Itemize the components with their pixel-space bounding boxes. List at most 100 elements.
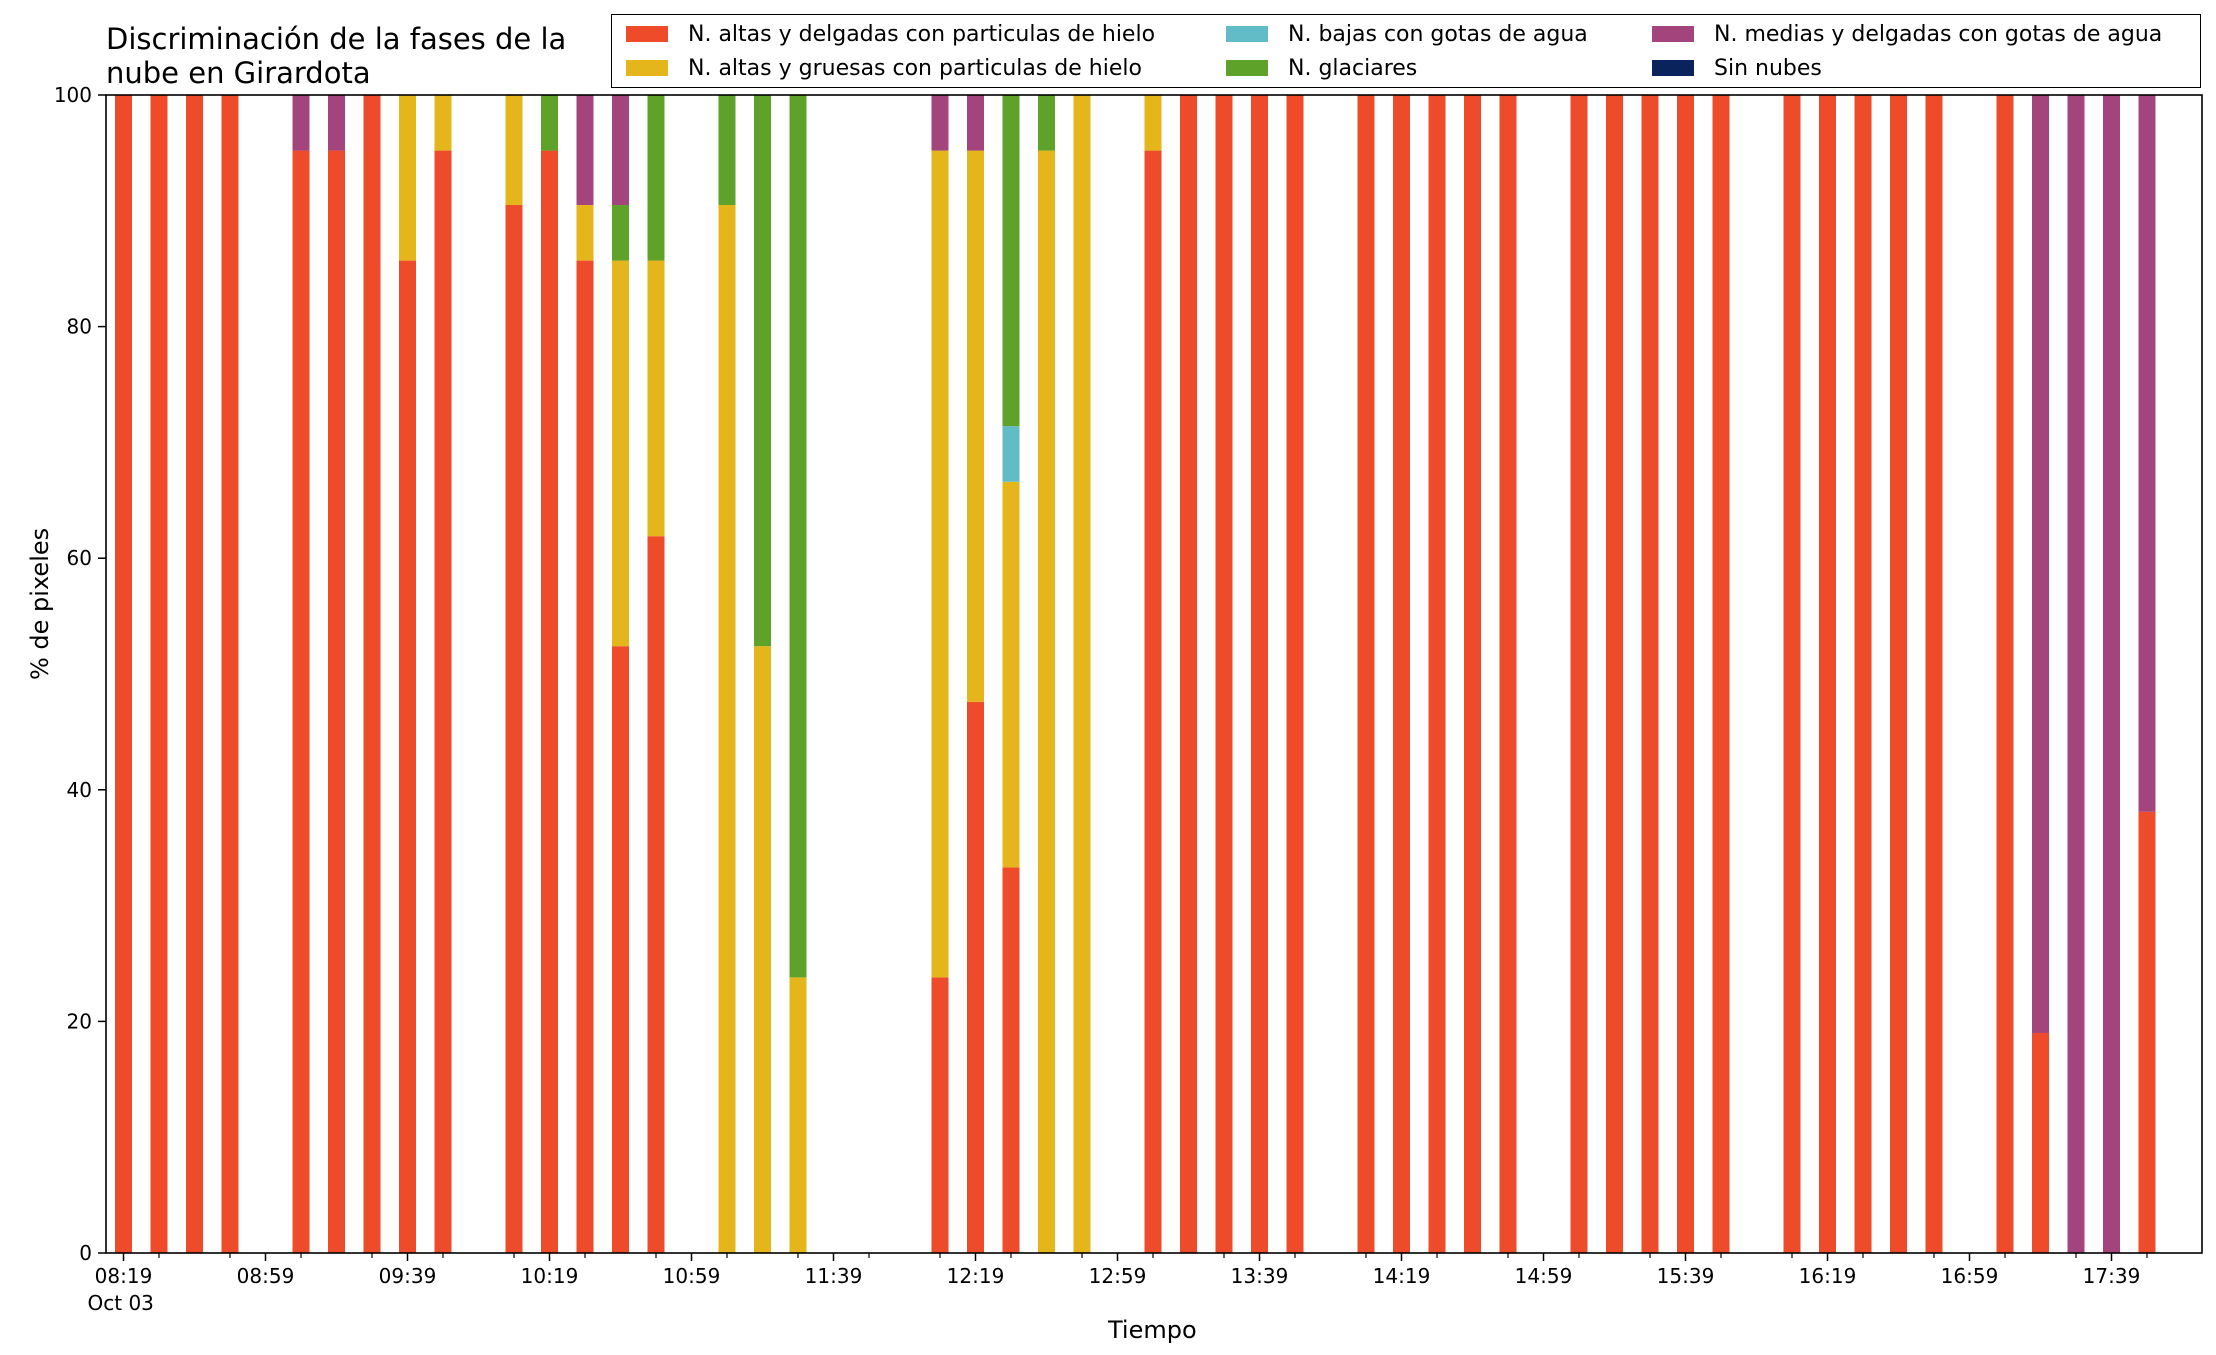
bar-segment — [1286, 95, 1304, 1253]
x-tick-label: 08:59 — [237, 1264, 295, 1288]
legend-swatch — [1226, 26, 1268, 42]
x-tick-label: 14:59 — [1515, 1264, 1573, 1288]
bar-segment — [115, 95, 132, 1253]
bar-segment — [718, 205, 736, 1253]
x-tick-date-label: Oct 03 — [88, 1291, 154, 1315]
bar-segment — [1002, 426, 1020, 482]
legend-item: Sin nubes — [1652, 53, 1822, 83]
bar-segment — [1002, 95, 1020, 427]
bar-segment — [612, 95, 629, 206]
bar-segment — [363, 95, 381, 1253]
chart-title-line-1: Discriminación de la fases de la — [106, 22, 567, 56]
bar-segment — [1002, 867, 1020, 1253]
bar-segment — [1144, 150, 1162, 1254]
plot-frame — [105, 94, 2203, 1254]
bar-segment — [1499, 95, 1517, 1253]
bar-segment — [1393, 95, 1410, 1253]
bar-segment — [967, 150, 984, 702]
bar-segment — [434, 95, 452, 151]
bar-segment — [399, 95, 416, 261]
bar-segment — [1038, 150, 1055, 1254]
y-tick-label: 80 — [67, 315, 92, 339]
x-axis-label: Tiempo — [1108, 1316, 1197, 1344]
bar-segment — [2103, 95, 2120, 1253]
legend-item: N. bajas con gotas de agua — [1226, 19, 1588, 49]
bar-segment — [292, 150, 310, 1254]
legend: N. altas y delgadas con particulas de hi… — [611, 14, 2201, 88]
bar-segment — [2067, 95, 2085, 1253]
bar-segment — [1251, 95, 1268, 1253]
bar-segment — [328, 150, 345, 1254]
y-axis-label: % de pixeles — [26, 527, 54, 680]
bar-segment — [1854, 95, 1872, 1253]
bar-segment — [541, 150, 558, 1254]
legend-swatch — [1226, 60, 1268, 76]
bar-segment — [1002, 481, 1020, 868]
bar-segment — [150, 95, 168, 1253]
bar-segment — [1428, 95, 1446, 1253]
bar-segment — [505, 205, 523, 1253]
legend-swatch — [626, 60, 668, 76]
bar-segment — [292, 95, 310, 151]
bar-segment — [576, 205, 594, 261]
bar-segment — [967, 701, 984, 1253]
bar-segment — [1464, 95, 1481, 1253]
legend-label: N. bajas con gotas de agua — [1288, 21, 1588, 47]
bar-segment — [1712, 95, 1730, 1253]
bar-segment — [647, 260, 665, 537]
bar-segment — [1996, 95, 2014, 1253]
x-tick-label: 16:19 — [1799, 1264, 1857, 1288]
bar-segment — [967, 95, 984, 151]
x-tick-label: 10:59 — [663, 1264, 721, 1288]
x-tick-label: 17:39 — [2083, 1264, 2141, 1288]
bar-segment — [221, 95, 239, 1253]
bar-segment — [1925, 95, 1943, 1253]
bar-segment — [789, 95, 807, 978]
x-tick-label: 09:39 — [379, 1264, 437, 1288]
legend-item: N. altas y delgadas con particulas de hi… — [626, 19, 1155, 49]
bar-segment — [1783, 95, 1801, 1253]
bar-segment — [1890, 95, 1907, 1253]
bar-segment — [505, 95, 523, 206]
bar-segment — [931, 150, 949, 978]
bar-segment — [541, 95, 558, 151]
bar-segment — [718, 95, 736, 206]
bars-group — [115, 95, 2156, 1254]
bar-segment — [612, 205, 629, 261]
bar-segment — [1641, 95, 1659, 1253]
bar-segment — [2032, 1032, 2049, 1253]
x-tick-label: 15:39 — [1657, 1264, 1715, 1288]
y-tick-label: 40 — [67, 778, 92, 802]
bar-segment — [328, 95, 345, 151]
bar-segment — [754, 646, 771, 1253]
legend-swatch — [626, 26, 668, 42]
legend-label: N. medias y delgadas con gotas de agua — [1714, 21, 2163, 47]
x-tick-label: 10:19 — [521, 1264, 579, 1288]
bar-segment — [1606, 95, 1623, 1253]
y-tick-label: 0 — [79, 1241, 92, 1265]
legend-label: N. glaciares — [1288, 55, 1418, 81]
x-tick-label: 16:59 — [1941, 1264, 1999, 1288]
bar-segment — [576, 95, 594, 206]
bar-segment — [1038, 95, 1055, 151]
legend-label: N. altas y gruesas con particulas de hie… — [688, 55, 1142, 81]
bar-segment — [1180, 95, 1197, 1253]
bar-segment — [1144, 95, 1162, 151]
y-tick-label: 100 — [54, 83, 92, 107]
legend-swatch — [1652, 60, 1694, 76]
bar-segment — [612, 646, 629, 1253]
x-tick-label: 14:19 — [1373, 1264, 1431, 1288]
y-tick-label: 60 — [67, 546, 92, 570]
x-tick-label: 11:39 — [805, 1264, 863, 1288]
bar-segment — [2032, 95, 2049, 1033]
bar-segment — [647, 536, 665, 1253]
bar-segment — [1570, 95, 1588, 1253]
x-tick-label: 13:39 — [1231, 1264, 1289, 1288]
bar-segment — [434, 150, 452, 1254]
bar-segment — [1215, 95, 1233, 1253]
bar-segment — [647, 95, 665, 261]
x-tick-label: 12:19 — [947, 1264, 1005, 1288]
bar-segment — [612, 260, 629, 647]
legend-item: N. altas y gruesas con particulas de hie… — [626, 53, 1142, 83]
bar-segment — [1357, 95, 1375, 1253]
